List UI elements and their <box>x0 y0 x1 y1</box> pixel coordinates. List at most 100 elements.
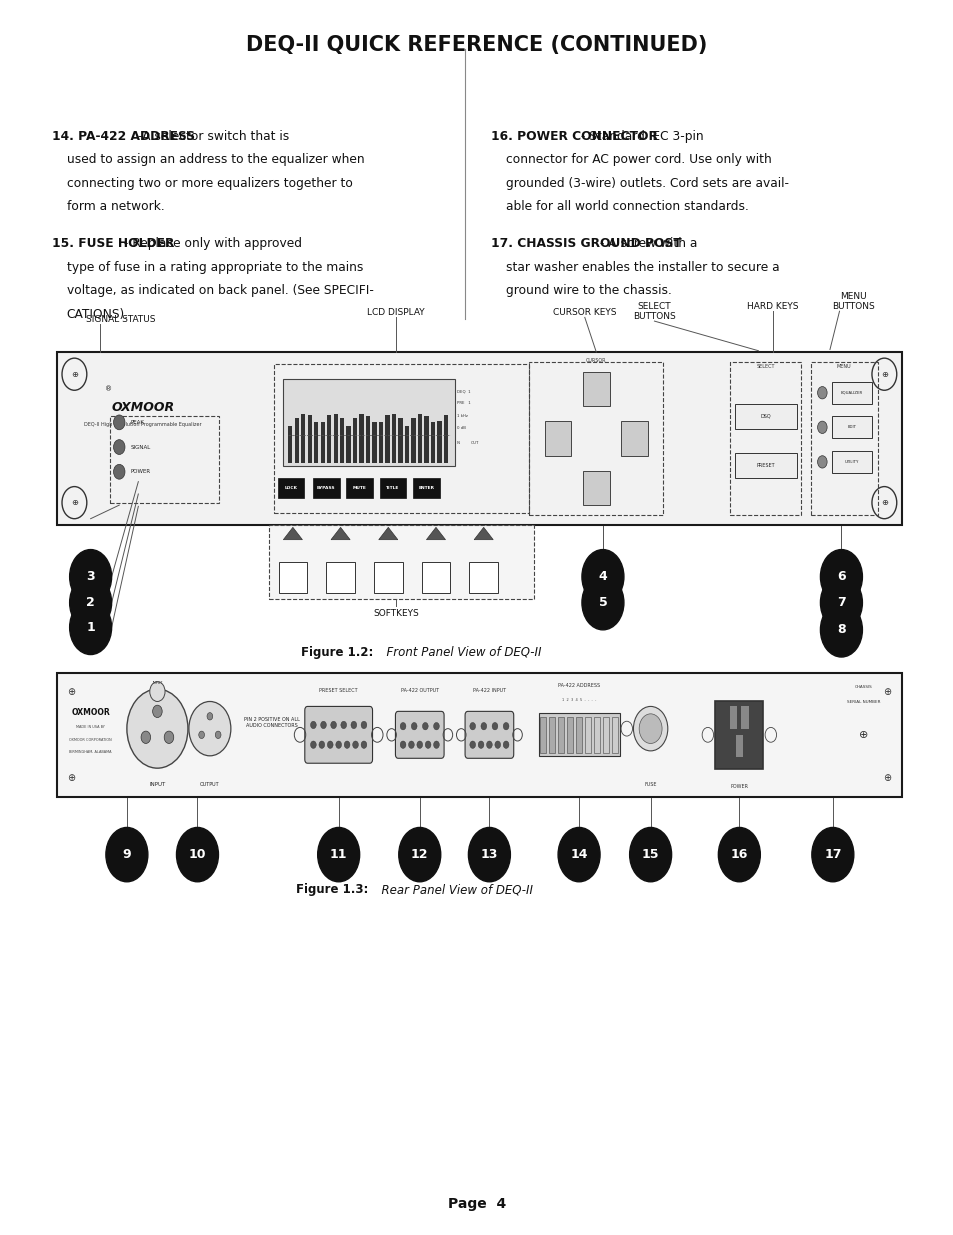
Bar <box>831 382 871 404</box>
Text: ⊕: ⊕ <box>880 498 887 508</box>
Circle shape <box>817 421 826 433</box>
Bar <box>740 706 748 729</box>
Text: 1  2  3  4  5  -  -  -  -: 1 2 3 4 5 - - - - <box>561 698 596 701</box>
Polygon shape <box>582 471 609 505</box>
Bar <box>602 716 608 752</box>
Bar <box>734 453 796 478</box>
Circle shape <box>408 741 414 748</box>
Text: SELECT: SELECT <box>756 364 774 369</box>
Bar <box>278 562 307 593</box>
Circle shape <box>469 741 475 748</box>
Text: OXMOOR: OXMOOR <box>71 708 110 718</box>
Circle shape <box>425 741 431 748</box>
Circle shape <box>820 550 862 604</box>
Bar <box>392 414 395 463</box>
Text: ⊕: ⊕ <box>68 773 75 783</box>
Text: MENU
BUTTONS: MENU BUTTONS <box>832 291 874 311</box>
FancyBboxPatch shape <box>269 525 534 599</box>
Bar <box>326 562 355 593</box>
Text: able for all world connection standards.: able for all world connection standards. <box>505 200 748 214</box>
Text: DEQ-II High Resolution Programmable Equalizer: DEQ-II High Resolution Programmable Equa… <box>84 422 202 427</box>
Text: 12: 12 <box>411 848 428 861</box>
Text: Front Panel View of DEQ-II: Front Panel View of DEQ-II <box>378 646 540 659</box>
Circle shape <box>477 741 483 748</box>
Text: CHASSIS: CHASSIS <box>854 685 871 689</box>
Bar <box>404 426 409 463</box>
Circle shape <box>360 741 366 748</box>
Text: ⊕: ⊕ <box>71 498 78 508</box>
Text: CURSOR KEYS: CURSOR KEYS <box>553 309 616 317</box>
Text: 6: 6 <box>836 571 845 583</box>
Text: PIN 2 POSITIVE ON ALL
AUDIO CONNECTORS: PIN 2 POSITIVE ON ALL AUDIO CONNECTORS <box>244 718 299 727</box>
Circle shape <box>62 358 87 390</box>
Text: grounded (3-wire) outlets. Cord sets are avail-: grounded (3-wire) outlets. Cord sets are… <box>505 177 788 190</box>
Circle shape <box>629 827 671 882</box>
Bar <box>372 422 376 463</box>
Circle shape <box>335 741 341 748</box>
Circle shape <box>113 440 125 454</box>
Circle shape <box>360 721 366 729</box>
Circle shape <box>433 722 438 730</box>
Text: Rear Panel View of DEQ-II: Rear Panel View of DEQ-II <box>374 883 533 897</box>
Text: 3: 3 <box>86 571 95 583</box>
Circle shape <box>399 722 406 730</box>
Text: ⊕: ⊕ <box>880 369 887 379</box>
Text: UTILITY: UTILITY <box>843 459 859 464</box>
Text: EQUALIZER: EQUALIZER <box>840 390 862 395</box>
Circle shape <box>817 387 826 399</box>
Text: MADE IN USA BY: MADE IN USA BY <box>76 725 105 730</box>
Bar <box>411 417 416 463</box>
Circle shape <box>62 487 87 519</box>
Bar <box>831 451 871 473</box>
Text: used to assign an address to the equalizer when: used to assign an address to the equaliz… <box>67 153 364 167</box>
Bar <box>283 379 455 466</box>
Text: LCD DISPLAY: LCD DISPLAY <box>367 309 424 317</box>
Text: 17. CHASSIS GROUND POST: 17. CHASSIS GROUND POST <box>491 237 681 251</box>
Text: POWER: POWER <box>131 469 151 474</box>
Bar <box>277 478 304 498</box>
Bar <box>374 562 402 593</box>
Bar <box>288 426 293 463</box>
Bar <box>729 706 737 729</box>
Text: PRE   1: PRE 1 <box>456 401 470 405</box>
Polygon shape <box>426 527 445 540</box>
Bar <box>584 716 590 752</box>
Circle shape <box>399 741 406 748</box>
Text: -A selector switch that is: -A selector switch that is <box>133 130 289 143</box>
Polygon shape <box>620 421 647 456</box>
Circle shape <box>581 550 623 604</box>
Circle shape <box>207 713 213 720</box>
Bar <box>469 562 497 593</box>
Text: 16: 16 <box>730 848 747 861</box>
Bar <box>366 415 370 463</box>
Text: 14: 14 <box>570 848 587 861</box>
Bar <box>314 422 318 463</box>
Circle shape <box>633 706 667 751</box>
Bar <box>353 417 357 463</box>
Text: 14. PA-422 ADDRESS: 14. PA-422 ADDRESS <box>52 130 195 143</box>
Text: ⊕: ⊕ <box>71 369 78 379</box>
Circle shape <box>70 600 112 655</box>
Text: 1 kHz: 1 kHz <box>456 414 467 417</box>
Bar <box>421 562 450 593</box>
Text: CURSOR: CURSOR <box>585 358 606 363</box>
Circle shape <box>70 550 112 604</box>
Text: 8: 8 <box>836 624 845 636</box>
Circle shape <box>176 827 218 882</box>
Text: DEQ-II QUICK REFERENCE (CONTINUED): DEQ-II QUICK REFERENCE (CONTINUED) <box>246 35 707 54</box>
Bar <box>327 415 331 463</box>
Circle shape <box>871 487 896 519</box>
Text: IN: IN <box>456 441 460 445</box>
Bar <box>346 426 351 463</box>
Text: SERIAL NUMBER: SERIAL NUMBER <box>845 700 880 704</box>
Bar <box>379 478 406 498</box>
Circle shape <box>340 721 346 729</box>
Circle shape <box>416 741 422 748</box>
Text: Figure 1.3:: Figure 1.3: <box>295 883 368 897</box>
Bar <box>320 421 325 463</box>
Text: 7: 7 <box>836 597 845 609</box>
Text: SOFTKEYS: SOFTKEYS <box>373 609 418 618</box>
Text: SIGNAL: SIGNAL <box>131 445 151 450</box>
Text: 11: 11 <box>330 848 347 861</box>
Circle shape <box>70 576 112 630</box>
